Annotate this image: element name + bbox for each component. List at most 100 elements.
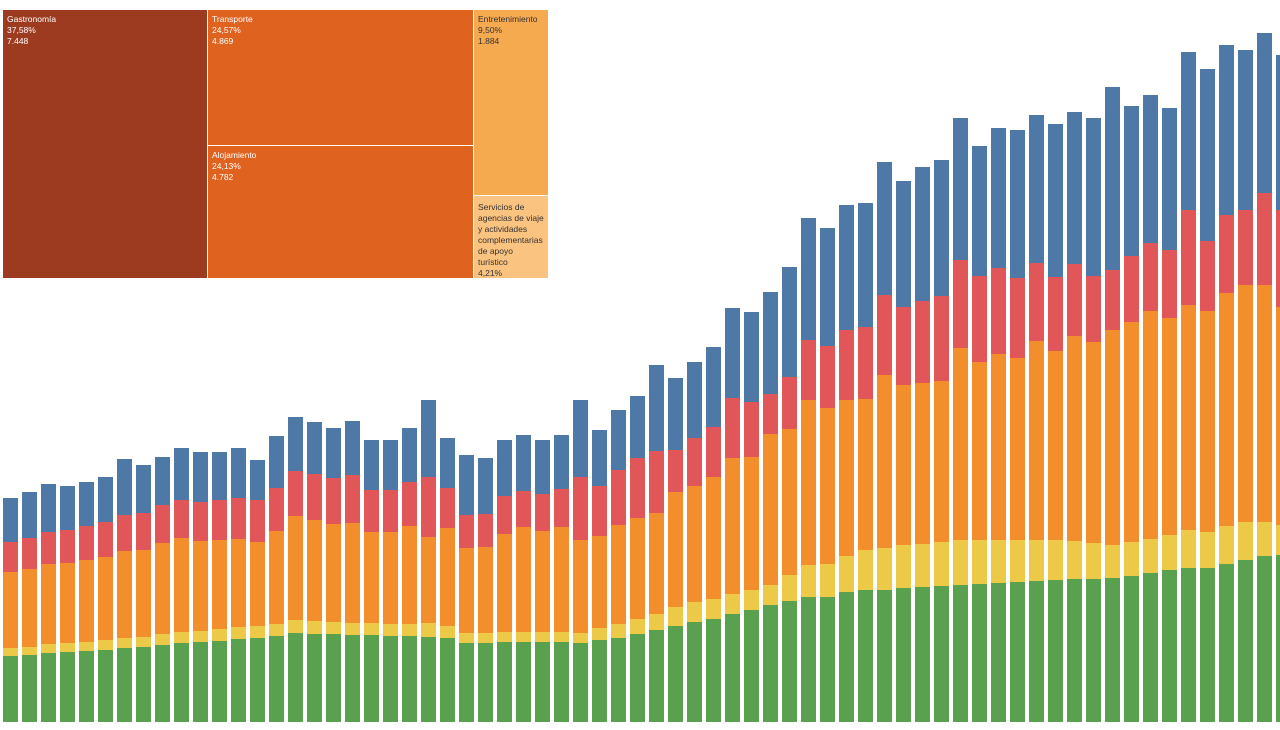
bar-segment	[554, 489, 569, 527]
bar-segment	[1200, 532, 1215, 568]
bar-segment	[288, 516, 303, 620]
bar-segment	[402, 624, 417, 636]
bar-segment	[1257, 193, 1272, 285]
bar-segment	[1124, 106, 1139, 256]
bar-segment	[174, 632, 189, 643]
bar-segment	[440, 638, 455, 722]
bar-segment	[212, 540, 227, 629]
bar-segment	[858, 203, 873, 327]
bar-segment	[820, 346, 835, 408]
bar-segment	[687, 362, 702, 438]
bar-segment	[1238, 50, 1253, 210]
bar-segment	[535, 642, 550, 722]
bar-segment	[155, 634, 170, 645]
bar-segment	[706, 599, 721, 619]
bar-segment	[60, 563, 75, 643]
bar-segment	[896, 588, 911, 722]
bar-segment	[98, 477, 113, 522]
bar-segment	[231, 627, 246, 639]
bar-segment	[307, 422, 322, 474]
bar-segment	[535, 494, 550, 531]
bar-segment	[3, 656, 18, 722]
bar-segment	[706, 427, 721, 477]
bar-segment	[212, 452, 227, 500]
bar-segment	[174, 643, 189, 722]
bar-segment	[288, 620, 303, 633]
bar-segment	[1010, 130, 1025, 278]
bar-segment	[307, 474, 322, 520]
bar-segment	[763, 292, 778, 394]
bar-segment	[345, 523, 360, 623]
bar-segment	[953, 118, 968, 260]
bar-segment	[136, 550, 151, 637]
bar-segment	[725, 594, 740, 614]
bar-segment	[79, 482, 94, 526]
bar-segment	[421, 637, 436, 722]
bar-segment	[1162, 570, 1177, 722]
bar-segment	[516, 632, 531, 642]
bar-segment	[991, 354, 1006, 540]
bar-segment	[858, 327, 873, 399]
bar-segment	[1219, 293, 1234, 526]
bar-segment	[611, 470, 626, 525]
bar-segment	[782, 377, 797, 429]
bar-segment	[22, 569, 37, 647]
bar-segment	[877, 162, 892, 295]
bar-segment	[953, 585, 968, 722]
bar-segment	[79, 642, 94, 651]
bar-segment	[478, 458, 493, 514]
bar-segment	[440, 528, 455, 626]
bar-segment	[174, 538, 189, 632]
bar-segment	[459, 643, 474, 722]
bar-segment	[744, 312, 759, 402]
bar-segment	[1067, 264, 1082, 336]
bar-segment	[991, 583, 1006, 722]
bar-segment	[782, 429, 797, 575]
bar-segment	[193, 631, 208, 642]
bar-segment	[1181, 530, 1196, 568]
bar-segment	[231, 448, 246, 498]
bar-segment	[687, 602, 702, 622]
bar-segment	[649, 513, 664, 614]
bar-segment	[1124, 542, 1139, 576]
bar-segment	[459, 515, 474, 548]
bar-segment	[1105, 87, 1120, 270]
bar-segment	[1048, 124, 1063, 277]
bar-segment	[1276, 210, 1280, 307]
bar-segment	[250, 460, 265, 500]
bar-segment	[877, 590, 892, 722]
bar-segment	[383, 624, 398, 636]
bar-segment	[1200, 241, 1215, 311]
bar-segment	[1238, 285, 1253, 522]
bar-segment	[98, 522, 113, 557]
bar-segment	[896, 307, 911, 385]
bar-segment	[1010, 540, 1025, 582]
bar-segment	[782, 267, 797, 377]
bar-segment	[193, 642, 208, 722]
bar-segment	[326, 478, 341, 524]
bar-segment	[687, 438, 702, 486]
bar-segment	[22, 538, 37, 569]
bar-segment	[288, 417, 303, 471]
bar-segment	[782, 575, 797, 601]
bar-segment	[611, 624, 626, 638]
bar-segment	[41, 564, 56, 644]
bar-segment	[706, 477, 721, 599]
bar-segment	[744, 590, 759, 610]
bar-segment	[801, 400, 816, 565]
bar-segment	[1276, 307, 1280, 525]
bar-segment	[668, 626, 683, 722]
bar-segment	[649, 614, 664, 630]
bar-segment	[1143, 95, 1158, 243]
bar-segment	[1181, 210, 1196, 305]
bar-segment	[212, 641, 227, 722]
bar-segment	[1029, 341, 1044, 540]
bar-segment	[1257, 522, 1272, 556]
bar-segment	[820, 597, 835, 722]
bar-segment	[516, 435, 531, 491]
bar-segment	[516, 491, 531, 527]
bar-segment	[592, 430, 607, 486]
bar-segment	[953, 540, 968, 585]
bar-segment	[915, 301, 930, 383]
bar-segment	[573, 540, 588, 633]
